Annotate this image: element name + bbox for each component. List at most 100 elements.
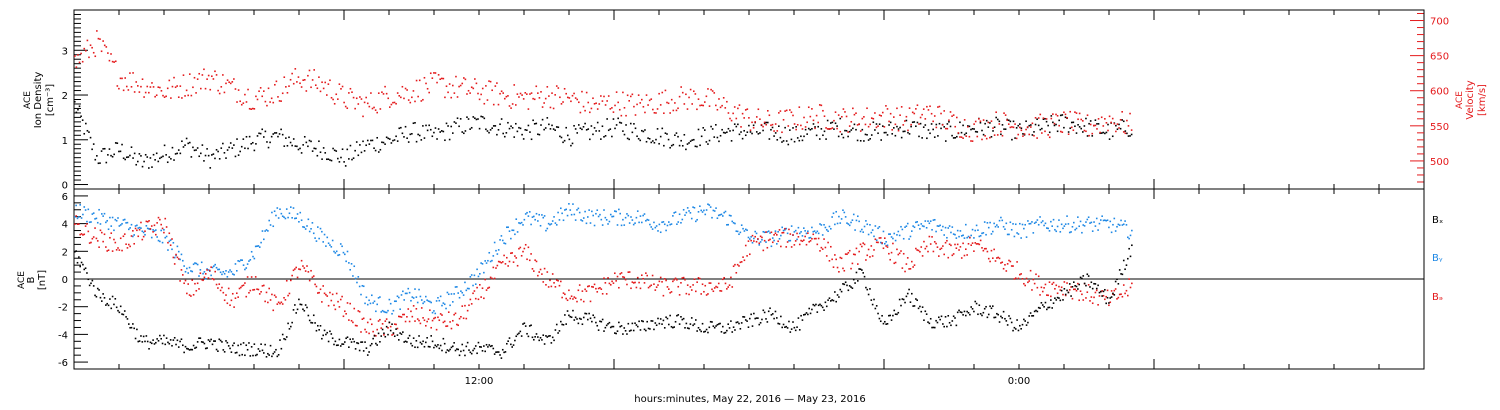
density-point (132, 157, 134, 159)
by-point (341, 245, 343, 248)
by-point (551, 220, 554, 222)
bx-point (493, 353, 496, 355)
density-point (335, 150, 338, 152)
bx-point (969, 313, 971, 316)
density-point (719, 134, 722, 137)
density-point (302, 144, 304, 146)
density-point (1130, 133, 1133, 136)
by-point (778, 238, 781, 240)
bz-point (114, 241, 117, 244)
by-point (555, 224, 558, 226)
by-point (339, 243, 342, 245)
by-point (365, 296, 368, 299)
bz-point (813, 237, 816, 240)
by-point (844, 216, 847, 218)
velocity-point (81, 60, 84, 63)
density-point (818, 138, 821, 140)
density-point (987, 126, 990, 128)
velocity-point (138, 91, 141, 93)
bx-point (195, 346, 198, 349)
bx-point (731, 331, 734, 333)
by-point (83, 206, 86, 208)
bx-point (574, 316, 577, 319)
bx-point (88, 284, 91, 287)
velocity-point (89, 44, 92, 47)
bx-point (338, 338, 341, 341)
density-point (251, 141, 254, 144)
bx-point (642, 320, 644, 323)
velocity-point (297, 76, 300, 78)
bz-point (599, 287, 601, 289)
by-point (1105, 219, 1107, 222)
bz-point (997, 256, 999, 259)
by-point (622, 218, 624, 221)
bx-point (118, 311, 121, 314)
by-point (491, 259, 493, 262)
density-point (94, 158, 97, 161)
velocity-point (346, 107, 349, 110)
bz-point (731, 286, 734, 288)
by-point (238, 260, 241, 263)
velocity-point (910, 123, 912, 126)
by-point (596, 209, 599, 212)
velocity-point (280, 100, 282, 102)
by-point (1004, 228, 1006, 230)
by-point (312, 232, 315, 235)
bz-point (661, 281, 663, 283)
density-point (926, 137, 928, 140)
bz-point (632, 282, 635, 284)
velocity-point (518, 96, 520, 98)
velocity-point (987, 121, 990, 124)
velocity-point (757, 108, 760, 111)
velocity-point (192, 86, 194, 89)
density-point (817, 125, 819, 128)
density-point (647, 137, 649, 139)
by-point (280, 212, 283, 215)
bx-point (400, 333, 403, 335)
bx-point (1008, 315, 1010, 317)
bx-point (211, 343, 214, 346)
velocity-point (234, 88, 237, 90)
velocity-point (1015, 137, 1018, 140)
by-point (1027, 220, 1029, 222)
bx-point (834, 291, 836, 293)
bz-point (1097, 304, 1099, 306)
bz-point (601, 292, 604, 295)
bz-point (129, 245, 131, 248)
velocity-point (469, 92, 471, 94)
bz-point (176, 256, 179, 259)
velocity-point (899, 114, 901, 116)
bx-point (172, 339, 175, 341)
velocity-point (560, 103, 563, 105)
by-point (284, 217, 287, 220)
bx-point (591, 320, 593, 323)
density-point (677, 135, 679, 138)
by-point (211, 266, 214, 269)
bx-point (1077, 288, 1079, 290)
by-point (782, 229, 785, 232)
bz-point (877, 241, 879, 244)
velocity-point (379, 108, 382, 110)
by-point (225, 270, 227, 272)
bz-point (892, 242, 894, 245)
velocity-point (944, 127, 947, 130)
bx-point (854, 282, 856, 284)
density-point (319, 151, 322, 154)
bfield-tick-label: -4 (58, 330, 68, 341)
velocity-point (248, 107, 251, 110)
density-point (1022, 133, 1024, 135)
bx-point (322, 334, 324, 337)
velocity-point (804, 126, 807, 128)
bx-point (974, 300, 977, 303)
by-point (686, 207, 689, 209)
bz-point (932, 250, 935, 253)
by-point (294, 217, 296, 220)
velocity-point (144, 91, 147, 94)
bx-point (911, 292, 913, 295)
by-point (1019, 222, 1021, 225)
by-point (948, 225, 951, 227)
bz-point (823, 238, 825, 240)
by-point (204, 277, 207, 280)
bx-point (1131, 244, 1133, 247)
bz-point (607, 277, 609, 279)
